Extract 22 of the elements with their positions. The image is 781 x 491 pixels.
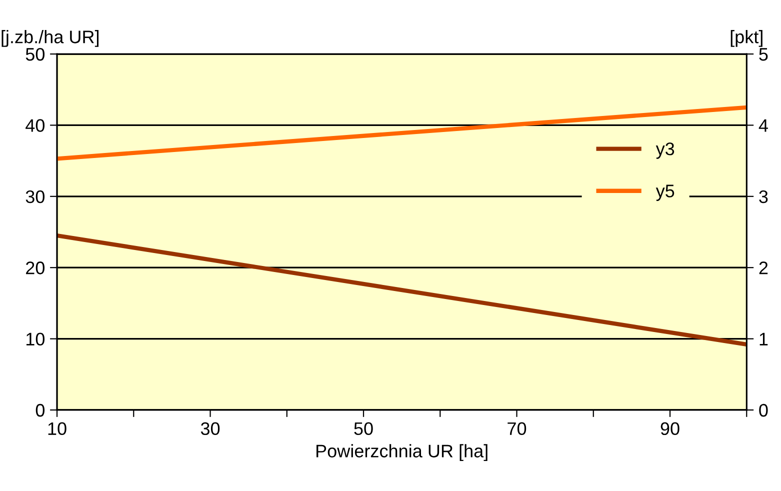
y-tick-label: 50 [26,48,45,61]
y2-tick-label: 5 [759,48,768,61]
y-axis-title: [j.zb./ha UR] [2,30,98,47]
legend-label: y5 [656,184,674,201]
x-axis-title: Powierzchnia UR [ha] [316,444,488,462]
y2-tick-label: 2 [759,262,768,274]
x-tick-label: 30 [200,422,220,436]
x-tick-label: 50 [354,422,373,436]
y-tick-label: 40 [26,119,45,132]
y2-tick-label: 1 [760,332,768,346]
y2-tick-label: 3 [759,190,768,204]
x-tick-label: 10 [48,422,66,436]
x-tick-label: 70 [508,422,526,436]
x-tick-label: 90 [660,422,680,436]
y2-axis-title: [pkt] [730,30,762,47]
y-tick-label: 30 [26,190,45,204]
y2-tick-label: 4 [758,119,768,132]
y2-tick-label: 0 [759,404,768,417]
y-tick-label: 20 [26,262,45,274]
y-tick-label: 10 [26,332,45,346]
legend-label: y3 [656,142,674,159]
y-tick-label: 0 [36,404,44,417]
